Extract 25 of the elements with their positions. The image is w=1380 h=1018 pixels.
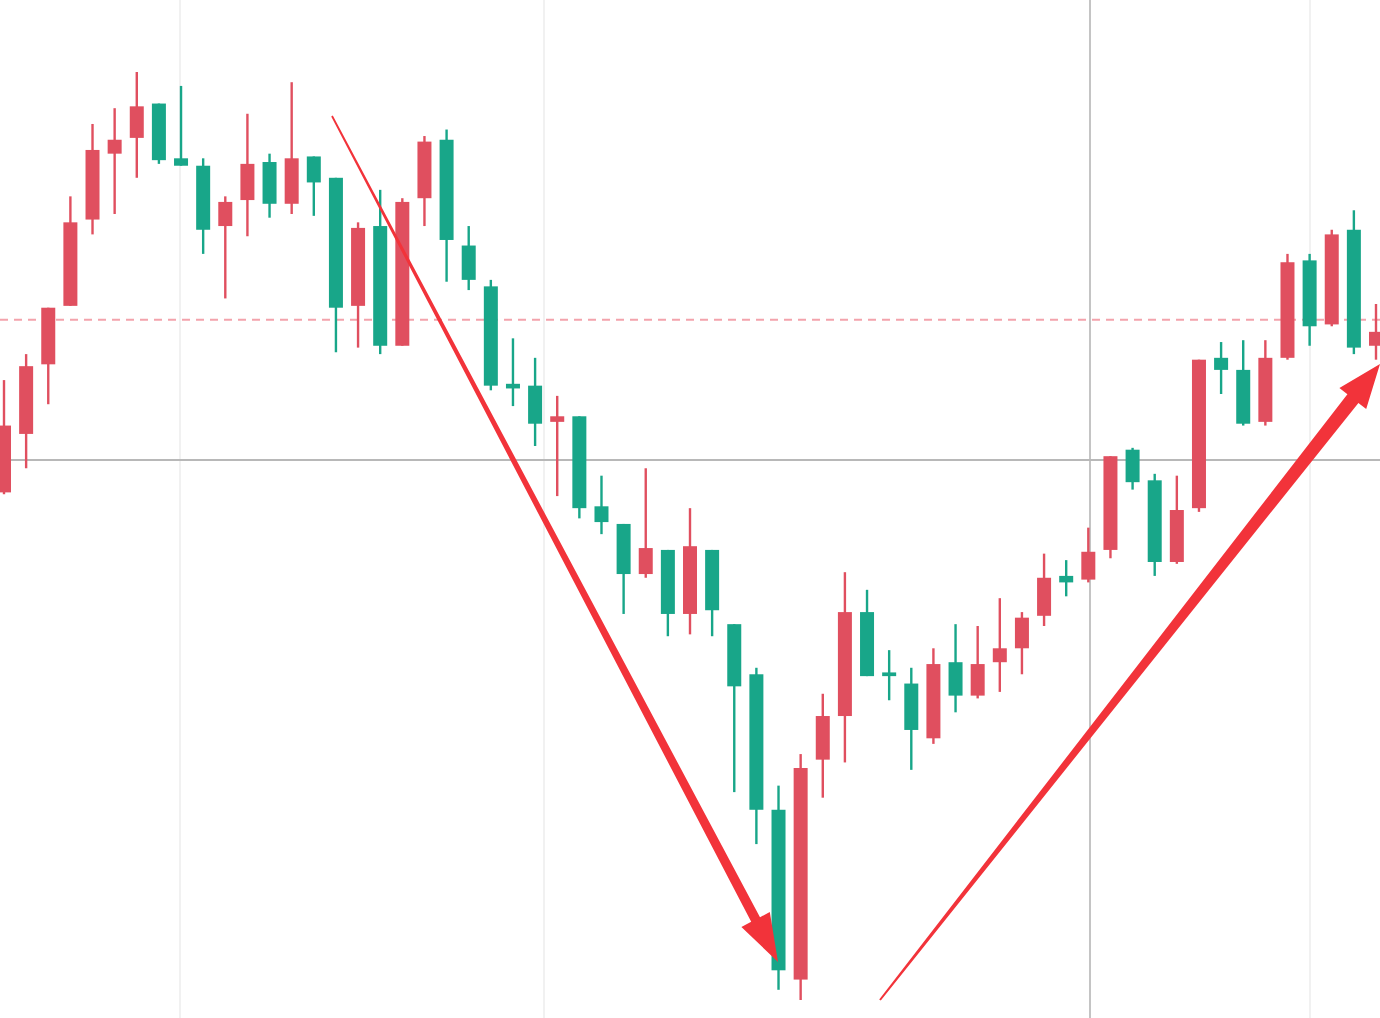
candlestick	[638, 467, 653, 579]
candlestick	[594, 474, 609, 536]
candlestick	[1014, 610, 1029, 676]
candlestick	[882, 648, 897, 702]
candlestick	[1059, 558, 1074, 598]
candlestick	[1081, 526, 1096, 584]
candlestick	[550, 394, 565, 498]
candlestick	[815, 692, 830, 799]
candlestick	[528, 356, 543, 448]
candlestick	[1214, 340, 1229, 396]
candlestick	[461, 224, 476, 292]
candlestick	[174, 84, 189, 167]
candlestick	[107, 106, 122, 216]
candlestick	[970, 624, 985, 700]
candlestick	[218, 195, 233, 300]
candlestick	[1037, 552, 1052, 628]
candlestick	[992, 596, 1007, 694]
candlestick	[240, 112, 255, 238]
candlestick	[129, 70, 144, 179]
candlestick	[948, 622, 963, 714]
candlestick	[262, 152, 277, 219]
candlestick	[306, 155, 321, 218]
candlestick	[1125, 446, 1140, 491]
candlestick	[284, 81, 299, 216]
candlestick	[904, 666, 919, 772]
